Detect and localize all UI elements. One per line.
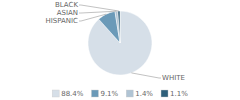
slice-labels: WHITE HISPANICASIANBLACK	[45, 1, 184, 82]
legend-label: 1.1%	[170, 90, 188, 98]
leader-line	[79, 11, 116, 13]
pie-slice	[88, 11, 152, 75]
slice-label: BLACK	[55, 1, 78, 9]
pie	[88, 11, 152, 75]
chart: WHITE HISPANICASIANBLACK 88.4% 9.1% 1.4% 1.1%	[0, 0, 240, 100]
slice-label: HISPANIC	[45, 17, 78, 25]
legend-item: 9.1%	[91, 90, 118, 98]
leader-line	[79, 14, 106, 21]
leader-line	[79, 5, 119, 11]
legend-swatch	[91, 90, 98, 97]
pie-slice	[118, 11, 120, 43]
slice-label: WHITE	[162, 74, 185, 82]
legend-item: 1.1%	[161, 90, 188, 98]
legend: 88.4% 9.1% 1.4% 1.1%	[52, 90, 188, 98]
legend-swatch	[161, 90, 168, 97]
slice-label: ASIAN	[57, 9, 78, 17]
legend-swatch	[126, 90, 133, 97]
legend-label: 88.4%	[61, 90, 84, 98]
legend-label: 1.4%	[135, 90, 153, 98]
legend-label: 9.1%	[100, 90, 118, 98]
pie-slice	[99, 11, 120, 43]
pie-slice	[115, 11, 120, 43]
legend-item: 88.4%	[52, 90, 84, 98]
leader-line	[131, 73, 161, 78]
legend-swatch	[52, 90, 59, 97]
legend-item: 1.4%	[126, 90, 153, 98]
